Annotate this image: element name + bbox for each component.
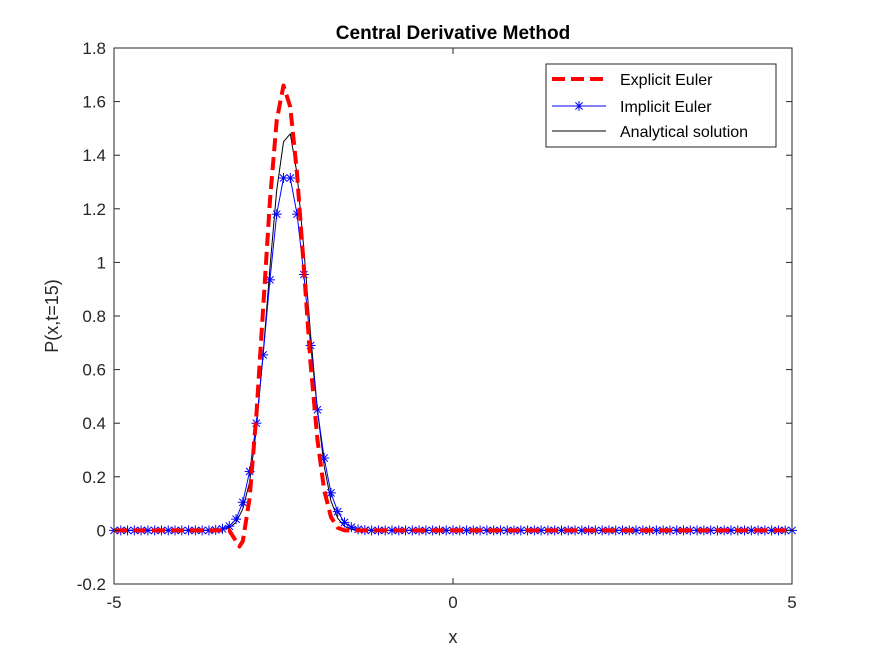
tick-layer: -5 0 5 -0.2 0 0.2 0.4 0.6 0.8 1 1.2 1.4 1.6 1.8 [77, 39, 797, 612]
y-tick-label: -0.2 [77, 575, 106, 594]
y-axis-label: P(x,t=15) [42, 279, 62, 353]
data-point-marker [264, 274, 275, 285]
data-point-marker [183, 525, 194, 536]
x-tick-label: 5 [787, 593, 796, 612]
asterisk-icon [574, 101, 584, 111]
y-tick-label: 1.6 [82, 93, 106, 112]
data-point-marker [597, 525, 608, 536]
legend-marker-asterisk-icon [574, 101, 584, 111]
chart-title: Central Derivative Method [336, 23, 570, 44]
y-tick-label: 0 [97, 521, 106, 540]
y-tick-label: 1.8 [82, 39, 106, 58]
data-point-marker [325, 487, 336, 498]
series-layer [109, 83, 797, 549]
data-point-marker [271, 209, 282, 220]
y-tick-label: 0.4 [82, 414, 106, 433]
y-tick-label: 1.2 [82, 200, 106, 219]
y-tick-label: 0.8 [82, 307, 106, 326]
data-point-marker [231, 514, 242, 525]
legend: Explicit Euler Implicit Euler Analytical… [545, 63, 777, 148]
x-tick-label: 0 [448, 593, 457, 612]
y-tick-label: 0.6 [82, 361, 106, 380]
data-point-marker [461, 525, 472, 536]
legend-label-implicit-euler: Implicit Euler [620, 99, 712, 116]
y-tick-label: 0.2 [82, 468, 106, 487]
data-point-marker [312, 404, 323, 415]
data-point-marker [332, 506, 343, 517]
y-tick-label: 1 [97, 253, 106, 272]
series-line-explicit-euler [114, 83, 792, 549]
data-point-marker [366, 525, 377, 536]
legend-label-explicit-euler: Explicit Euler [620, 72, 713, 89]
x-tick-label: -5 [106, 593, 121, 612]
y-tick-label: 1.4 [82, 146, 106, 165]
data-point-marker [705, 525, 716, 536]
legend-label-analytical-solution: Analytical solution [620, 124, 748, 141]
data-point-marker [671, 525, 682, 536]
data-point-marker [237, 497, 248, 508]
data-point-marker [285, 172, 296, 183]
data-point-marker [339, 517, 350, 528]
x-axis-label: x [449, 627, 458, 647]
